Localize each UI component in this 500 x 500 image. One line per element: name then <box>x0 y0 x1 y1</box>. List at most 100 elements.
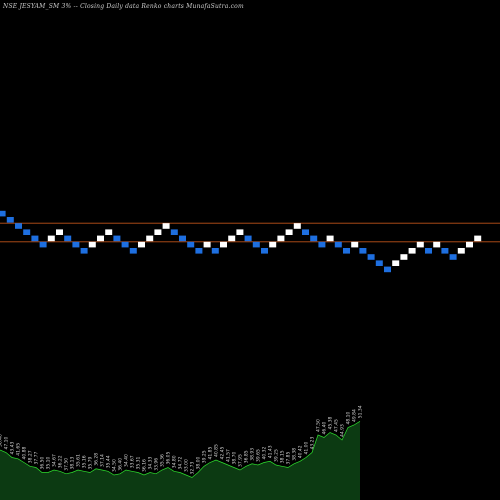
renko-brick-down <box>64 235 72 242</box>
volume-value-label: 38.70 <box>232 451 238 464</box>
renko-brick-down <box>129 248 137 254</box>
volume-value-label: 33.96 <box>154 458 160 471</box>
renko-brick-down <box>113 235 121 242</box>
renko-brick-down <box>318 241 326 248</box>
volume-value-label: 38.15 <box>280 450 286 463</box>
volume-value-label: 34.72 <box>178 456 184 469</box>
volume-value-label: 35.16 <box>82 455 88 468</box>
renko-brick-up <box>285 229 293 235</box>
volume-value-label: 37.77 <box>34 451 40 464</box>
volume-value-label: 36.85 <box>244 450 250 463</box>
renko-brick-up <box>474 235 482 242</box>
volume-value-label: 36.22 <box>58 455 64 468</box>
renko-brick-down <box>449 254 457 260</box>
renko-brick-up <box>457 248 465 254</box>
renko-brick-up <box>88 241 96 248</box>
renko-brick-up <box>416 241 424 248</box>
volume-value-label: 37.14 <box>100 454 106 467</box>
volume-value-label: 40.42 <box>298 445 304 458</box>
volume-value-label: 40.88 <box>22 446 28 459</box>
volume-value-label: 38.00 <box>196 456 202 469</box>
volume-area <box>0 421 360 500</box>
renko-brick-up <box>293 223 301 229</box>
renko-brick-down <box>302 229 309 235</box>
volume-value-label: 36.05 <box>166 451 172 464</box>
renko-brick-down <box>31 235 39 242</box>
volume-value-label: 38.13 <box>70 456 76 469</box>
volume-value-label: 35.61 <box>76 454 82 467</box>
renko-brick-down <box>261 248 268 254</box>
volume-value-label: 41.85 <box>208 446 214 459</box>
renko-brick-up <box>269 241 277 248</box>
volume-value-label: 37.50 <box>64 458 70 471</box>
renko-brick-down <box>359 248 367 254</box>
volume-value-label: 41.00 <box>304 441 310 454</box>
renko-brick-up <box>326 235 334 242</box>
volume-value-label: 37.95 <box>238 454 244 467</box>
renko-brick-up <box>392 260 400 266</box>
renko-brick-down <box>367 254 375 260</box>
renko-brick-up <box>105 229 113 235</box>
renko-brick-down <box>384 266 391 273</box>
renko-brick-up <box>97 235 104 242</box>
renko-brick-up <box>408 248 416 254</box>
renko-brick-down <box>244 235 252 242</box>
volume-value-label: 56.40 <box>0 434 4 447</box>
volume-value-label: 48.10 <box>346 411 352 424</box>
volume-value-label: 41.43 <box>268 445 274 458</box>
renko-brick-down <box>170 229 178 235</box>
volume-value-label: 46.40 <box>322 421 328 434</box>
renko-brick-down <box>23 229 31 235</box>
renko-brick-up <box>138 241 145 248</box>
volume-value-label: 33.00 <box>184 459 190 472</box>
renko-brick-down <box>211 248 219 254</box>
renko-brick-down <box>441 248 449 254</box>
renko-brick-down <box>252 241 260 248</box>
renko-brick-down <box>6 217 14 223</box>
volume-value-label: 43.23 <box>310 436 316 449</box>
volume-value-label: 36.50 <box>40 456 46 469</box>
volume-value-label: 42.45 <box>220 446 226 459</box>
renko-brick-down <box>310 235 318 242</box>
volume-value-label: 34.33 <box>148 456 154 469</box>
renko-brick-down <box>425 248 432 254</box>
volume-value-label: 38.93 <box>250 448 256 461</box>
renko-brick-up <box>162 223 170 229</box>
renko-brick-down <box>179 235 186 242</box>
volume-value-label: 39.25 <box>274 449 280 462</box>
renko-brick-down <box>187 241 195 248</box>
volume-value-label: 45.38 <box>328 416 334 429</box>
renko-brick-down <box>334 241 342 248</box>
renko-brick-down <box>72 241 80 248</box>
renko-brick-up <box>351 241 359 248</box>
volume-value-label: 49.84 <box>352 409 358 422</box>
volume-value-label: 39.65 <box>256 449 262 462</box>
renko-brick-up <box>400 254 408 260</box>
volume-value-label: 35.36 <box>160 454 166 467</box>
volume-value-label: 36.40 <box>118 458 124 471</box>
renko-brick-up <box>236 229 244 235</box>
renko-brick-down <box>343 248 350 254</box>
renko-brick-down <box>15 223 22 229</box>
renko-brick-down <box>195 248 203 254</box>
volume-value-label: 47.45 <box>334 419 340 432</box>
volume-value-label: 36.16 <box>142 459 148 472</box>
renko-brick-up <box>56 229 63 235</box>
renko-brick-up <box>47 235 55 242</box>
renko-brick-up <box>228 235 236 242</box>
volume-value-label: 38.27 <box>28 450 34 463</box>
renko-brick-down <box>121 241 129 248</box>
volume-value-label: 41.65 <box>16 443 22 456</box>
volume-value-label: 43.43 <box>10 441 16 454</box>
renko-brick-down <box>375 260 383 266</box>
volume-value-label: 47.10 <box>4 436 10 449</box>
volume-value-label: 47.50 <box>316 419 322 432</box>
volume-value-label: 38.38 <box>292 448 298 461</box>
renko-brick-up <box>220 241 227 248</box>
volume-value-label: 37.85 <box>286 451 292 464</box>
volume-line <box>0 421 361 478</box>
volume-value-label: 35.79 <box>88 456 94 469</box>
renko-brick-up <box>154 229 162 235</box>
renko-brick-up <box>277 235 285 242</box>
